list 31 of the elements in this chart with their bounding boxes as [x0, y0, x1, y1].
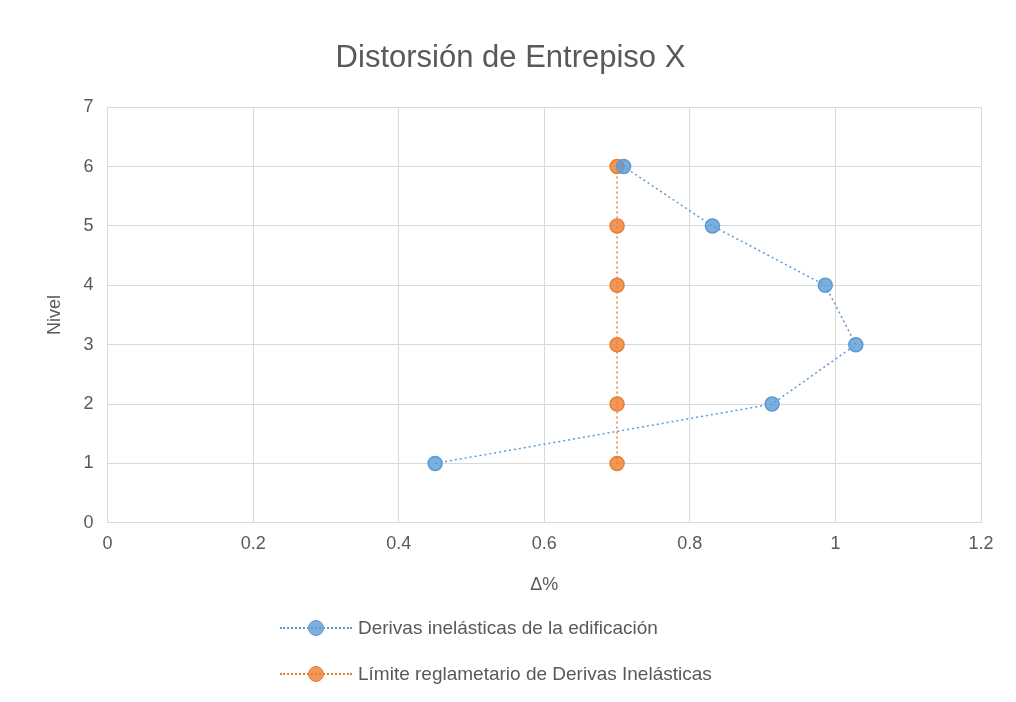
point — [764, 396, 780, 412]
point — [609, 396, 625, 412]
y-tick-label: 3 — [83, 333, 94, 354]
point — [615, 158, 632, 175]
y-axis-title: Nivel — [43, 294, 64, 336]
legend-label: Derivas inelásticas de la edificación — [358, 617, 658, 639]
x-axis-title: Δ% — [530, 574, 559, 595]
x-tick-label: 0.4 — [386, 532, 412, 553]
point — [609, 455, 625, 472]
y-tick-label: 5 — [83, 214, 94, 235]
x-tick-label: 0 — [102, 532, 113, 553]
point — [427, 455, 443, 472]
point — [704, 218, 721, 234]
y-tick-label: 7 — [83, 96, 94, 117]
x-tick-label: 0.6 — [531, 532, 557, 553]
point — [609, 277, 625, 294]
y-tick-label: 6 — [83, 155, 94, 176]
point — [609, 336, 625, 353]
y-tick-label: 2 — [83, 393, 94, 414]
x-tick-label: 0.2 — [240, 532, 266, 553]
point — [848, 336, 864, 353]
x-tick-label: 0.8 — [677, 532, 703, 553]
y-tick-label: 1 — [83, 452, 94, 473]
chart-title: Distorsión de Entrepiso X — [335, 39, 686, 75]
x-tick-label: 1.2 — [968, 532, 994, 553]
y-tick-label: 4 — [83, 274, 94, 295]
point — [817, 277, 833, 294]
point — [609, 218, 625, 234]
x-tick-label: 1 — [830, 532, 841, 553]
legend-label: Límite reglametario de Derivas Inelásticas — [358, 663, 712, 685]
y-tick-label: 0 — [83, 511, 94, 532]
